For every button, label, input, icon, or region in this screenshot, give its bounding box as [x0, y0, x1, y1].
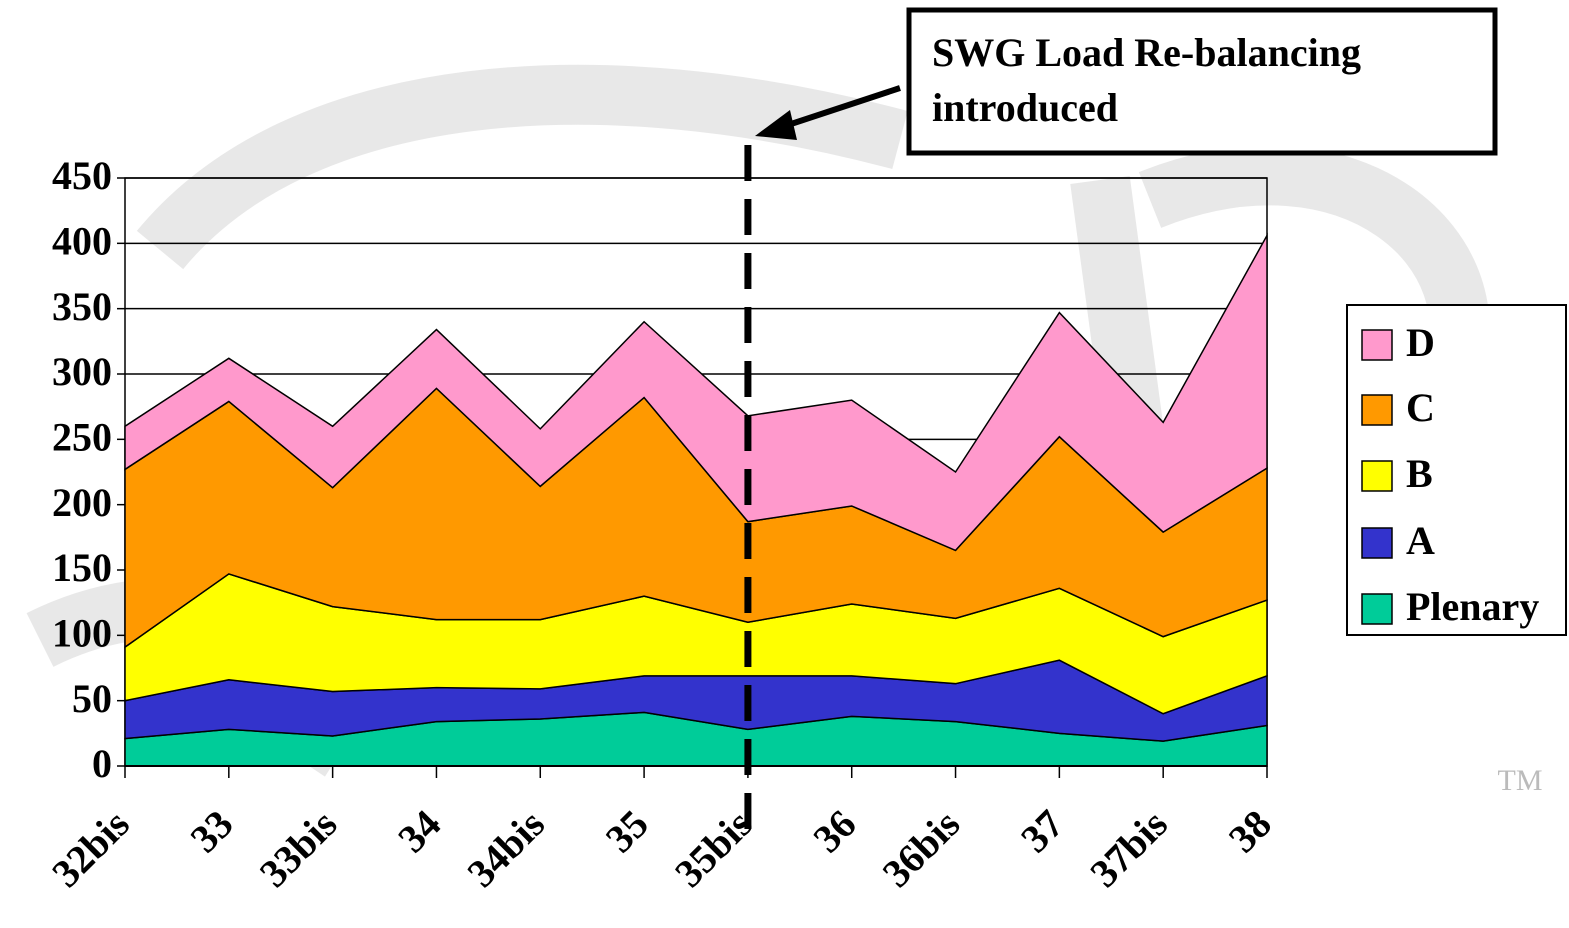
y-tick-label: 0	[92, 741, 112, 786]
chart: TM SWG Load Re-balancing introduced 0 50 1…	[0, 0, 1569, 928]
annotation-text: introduced	[932, 85, 1118, 130]
legend-label: A	[1406, 518, 1435, 563]
legend-swatch	[1362, 461, 1392, 491]
x-tick-label: 34bis	[458, 801, 553, 896]
legend-label: B	[1406, 451, 1433, 496]
x-tick-label: 36bis	[874, 801, 969, 896]
legend-label: D	[1406, 320, 1435, 365]
x-tick-label: 33	[182, 801, 242, 861]
legend-swatch	[1362, 330, 1392, 360]
y-tick-label: 250	[52, 415, 112, 460]
x-tick-label: 33bis	[251, 801, 346, 896]
y-tick-label: 150	[52, 545, 112, 590]
x-tick-label: 37	[1012, 801, 1072, 861]
x-tick-label: 34	[389, 801, 449, 861]
y-tick-label: 400	[52, 219, 112, 264]
y-tick-label: 100	[52, 611, 112, 656]
x-tick-label: 32bis	[43, 801, 138, 896]
x-tick-label: 35	[597, 801, 657, 861]
legend-swatch	[1362, 395, 1392, 425]
x-tick-label: 37bis	[1081, 801, 1176, 896]
y-tick-label: 350	[52, 284, 112, 329]
annotation-text: SWG Load Re-balancing	[932, 30, 1361, 75]
legend-label: C	[1406, 385, 1435, 430]
legend-swatch	[1362, 528, 1392, 558]
x-tick-label: 38	[1220, 801, 1280, 861]
y-tick-label: 300	[52, 349, 112, 394]
x-tick-label: 36	[804, 801, 864, 861]
legend-label: Plenary	[1406, 584, 1539, 629]
y-tick-label: 50	[72, 676, 112, 721]
y-tick-label: 200	[52, 480, 112, 525]
legend-swatch	[1362, 594, 1392, 624]
y-tick-label: 450	[52, 153, 112, 198]
trademark: TM	[1498, 764, 1543, 797]
